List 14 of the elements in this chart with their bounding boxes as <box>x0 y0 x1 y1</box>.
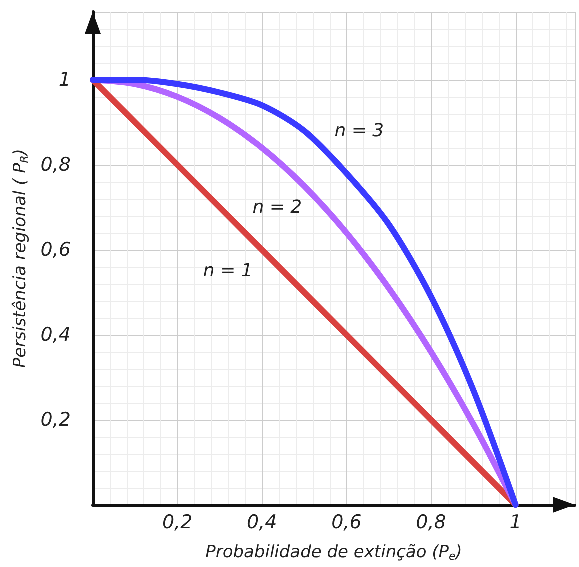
y-tick-label: 0,4 <box>40 324 71 346</box>
x-tick-label: 0,2 <box>162 512 193 534</box>
y-tick-label: 0,6 <box>40 239 71 261</box>
series-label: n = 1 <box>203 260 253 282</box>
x-tick-label: 0,8 <box>416 512 446 534</box>
series-label: n = 2 <box>252 196 302 218</box>
y-tick-label: 0,2 <box>40 409 71 431</box>
y-tick-label: 1 <box>58 69 71 91</box>
y-tick-label: 0,8 <box>40 154 71 176</box>
x-tick-label: 0,6 <box>332 512 362 534</box>
y-axis-title: Persistência regional ( PR) <box>10 148 31 368</box>
x-tick-label: 0,4 <box>247 512 278 534</box>
series-label: n = 3 <box>334 120 384 142</box>
x-tick-label: 1 <box>510 512 522 534</box>
